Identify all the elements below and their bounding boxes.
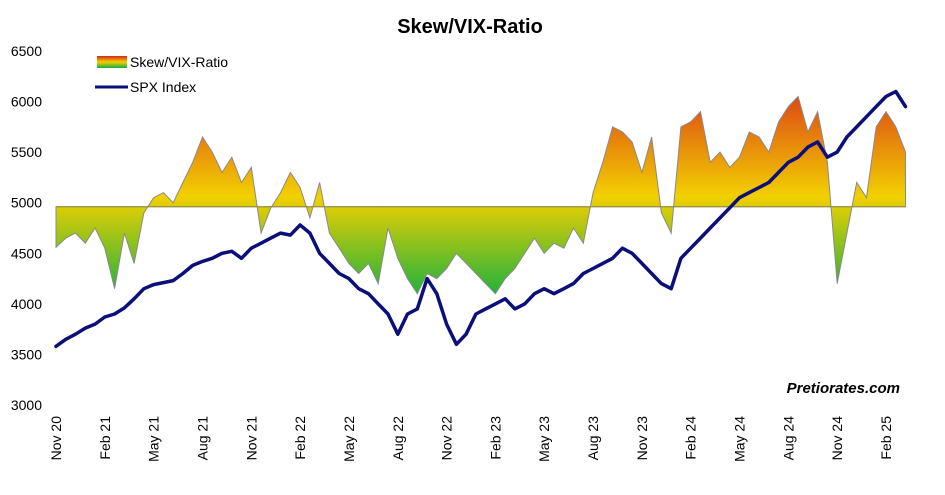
x-tick-label: Nov 20	[48, 416, 64, 461]
legend-swatch-area	[97, 56, 127, 68]
legend: Skew/VIX-Ratio SPX Index	[95, 54, 228, 95]
plot-area	[54, 89, 908, 349]
x-tick-label: May 21	[146, 416, 162, 462]
legend-label-line: SPX Index	[130, 79, 196, 95]
series-area-skew-vix	[55, 95, 906, 295]
x-tick-label: Feb 22	[292, 416, 308, 460]
watermark: Pretiorates.com	[787, 380, 900, 397]
x-tick-label: Nov 22	[439, 416, 455, 461]
y-tick-label: 5000	[11, 195, 42, 211]
chart-title: Skew/VIX-Ratio	[397, 16, 543, 38]
y-tick-label: 3500	[11, 346, 42, 362]
series-line-spx	[54, 89, 908, 349]
x-tick-label: May 24	[732, 416, 748, 462]
x-tick-label: Nov 23	[634, 416, 650, 461]
x-tick-label: Nov 21	[243, 416, 259, 461]
legend-label-area: Skew/VIX-Ratio	[130, 54, 228, 70]
x-tick-label: Feb 23	[487, 416, 503, 460]
y-tick-label: 4000	[11, 296, 42, 312]
x-tick-label: Aug 21	[194, 416, 210, 461]
x-tick-label: Feb 25	[878, 416, 894, 460]
x-tick-label: May 22	[341, 416, 357, 462]
x-tick-label: Feb 24	[683, 416, 699, 460]
y-tick-label: 5500	[11, 144, 42, 160]
y-tick-label: 6500	[11, 43, 42, 59]
y-tick-label: 6000	[11, 94, 42, 110]
y-axis: 3000 3500 4000 4500 5000 5500 6000 6500	[11, 43, 42, 413]
x-tick-label: May 23	[536, 416, 552, 462]
x-axis: Nov 20 Feb 21 May 21 Aug 21 Nov 21 Feb 22 May …	[48, 416, 894, 462]
y-tick-label: 4500	[11, 245, 42, 261]
x-tick-label: Aug 24	[780, 416, 796, 461]
y-tick-label: 3000	[11, 397, 42, 413]
x-tick-label: Aug 22	[390, 416, 406, 461]
x-tick-label: Aug 23	[585, 416, 601, 461]
x-tick-label: Feb 21	[97, 416, 113, 460]
x-tick-label: Nov 24	[829, 416, 845, 461]
